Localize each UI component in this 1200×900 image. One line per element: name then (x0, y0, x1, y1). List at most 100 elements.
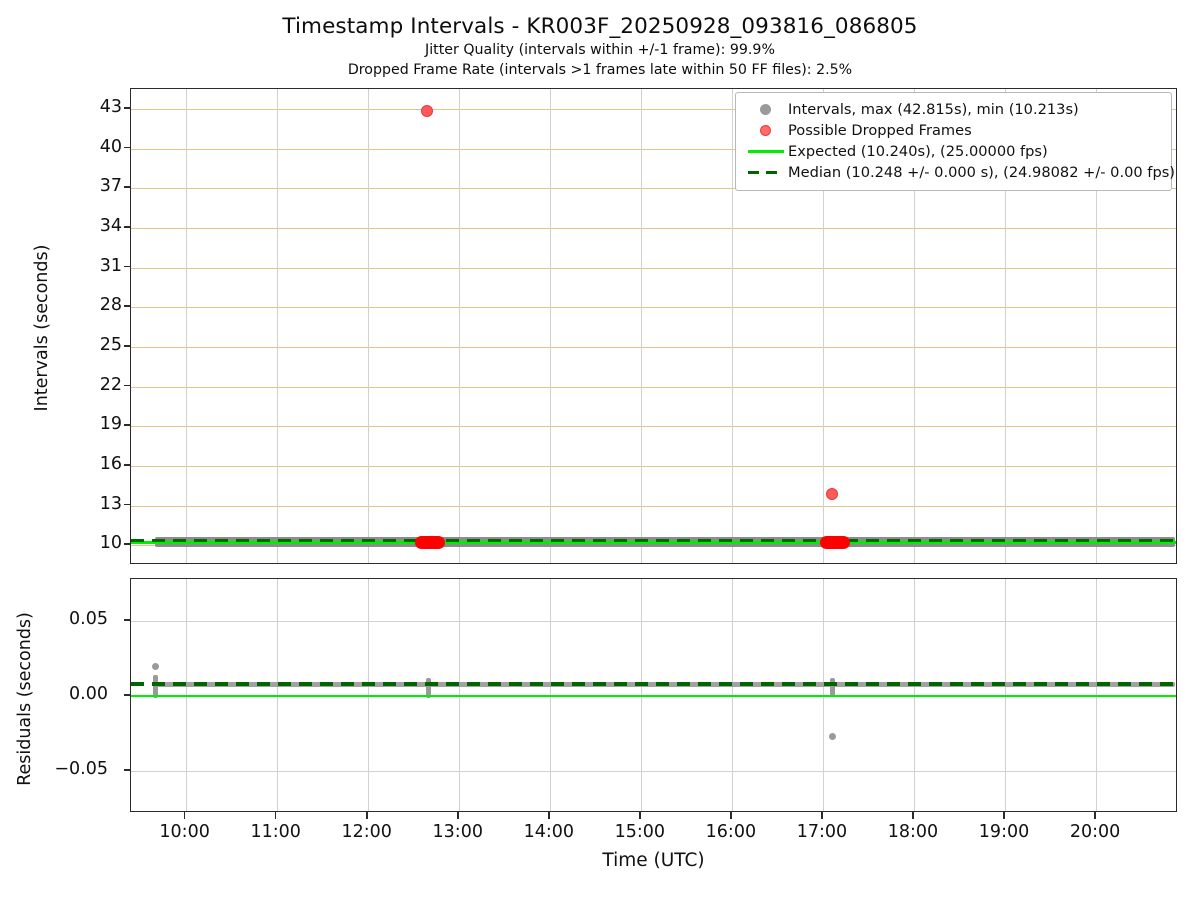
y-tick-mark (123, 305, 130, 307)
gridline-vertical (1005, 89, 1007, 563)
legend-key (744, 120, 788, 141)
expected-line (131, 694, 1176, 698)
gridline-vertical (549, 89, 552, 563)
x-tick-mark (548, 812, 550, 819)
gridline-horizontal (131, 465, 1176, 468)
y-tick-label: 43 (99, 96, 122, 117)
y-tick-label: 0.05 (69, 609, 108, 629)
gridline-vertical (640, 89, 643, 563)
y-tick-mark (123, 265, 130, 268)
gridline-horizontal (131, 307, 1176, 309)
x-tick-mark (821, 812, 823, 819)
x-tick-label: 18:00 (887, 822, 939, 842)
x-tick-mark (365, 812, 368, 819)
legend-key (744, 99, 788, 120)
x-tick-mark (730, 812, 732, 819)
legend-item: Expected (10.240s), (25.00000 fps) (744, 141, 1163, 162)
median-line (131, 682, 1176, 686)
gridline-vertical (367, 89, 369, 563)
legend-item-label: Possible Dropped Frames (788, 122, 972, 139)
gridline-vertical (185, 89, 187, 563)
y-tick-mark (123, 345, 130, 347)
y-tick-label: 19 (99, 414, 122, 435)
y-tick-label: 0.00 (69, 684, 108, 704)
legend-item: Intervals, max (42.815s), min (10.213s) (744, 99, 1163, 120)
gridline-horizontal (131, 188, 1176, 190)
gridline-horizontal (131, 621, 1176, 623)
intervals-y-axis-label: Intervals (seconds) (32, 244, 52, 412)
x-tick-mark (912, 812, 914, 819)
x-tick-mark (639, 812, 641, 819)
residuals-series-marks (131, 579, 1176, 811)
y-tick-mark (123, 769, 130, 771)
gridline-vertical (822, 89, 825, 563)
gridline-horizontal (131, 267, 1176, 269)
y-tick-label: 31 (99, 255, 122, 276)
legend-key (744, 162, 788, 183)
gridline-horizontal (131, 771, 1176, 773)
gridline-vertical (913, 89, 916, 563)
y-tick-label: 22 (99, 374, 122, 395)
y-tick-mark (123, 384, 130, 387)
x-tick-label: 14:00 (523, 822, 575, 842)
x-tick-label: 16:00 (705, 822, 757, 842)
gridline-horizontal (131, 148, 1176, 150)
y-tick-label: 16 (99, 453, 122, 474)
x-axis-label: Time (UTC) (602, 850, 705, 871)
residual-spread-column (829, 678, 835, 696)
x-tick-mark (183, 812, 186, 819)
gridline-vertical (731, 89, 734, 563)
gridline-horizontal (131, 505, 1176, 507)
gridline-vertical (458, 89, 461, 563)
x-tick-label: 19:00 (978, 822, 1030, 842)
y-tick-label: 40 (99, 136, 122, 157)
residual-spread-column (152, 675, 158, 698)
x-tick-label: 13:00 (432, 822, 483, 842)
y-tick-mark (123, 503, 130, 506)
x-tick-mark (1003, 812, 1005, 819)
title-block: Timestamp Intervals - KR003F_20250928_09… (0, 14, 1200, 80)
dropped-frame-point (420, 105, 433, 118)
y-tick-mark (123, 619, 130, 621)
y-tick-label: 37 (99, 176, 122, 197)
median-line (131, 539, 1176, 543)
y-tick-mark (123, 424, 130, 426)
x-tick-mark (274, 812, 277, 819)
y-tick-mark (123, 694, 130, 696)
y-tick-mark (123, 226, 130, 228)
x-tick-label: 11:00 (250, 822, 301, 842)
x-tick-label: 15:00 (614, 822, 666, 842)
x-tick-label: 20:00 (1069, 822, 1121, 842)
dropped-frame-point (826, 487, 839, 500)
y-tick-mark (123, 107, 130, 109)
residuals-plot-area (130, 578, 1177, 812)
legend-item: Possible Dropped Frames (744, 120, 1163, 141)
y-tick-mark (123, 543, 130, 545)
legend-item-label: Median (10.248 +/- 0.000 s), (24.98082 +… (788, 164, 1176, 181)
residuals-y-axis-label: Residuals (seconds) (15, 612, 35, 786)
y-tick-label: 28 (99, 295, 122, 316)
x-tick-label: 10:00 (159, 822, 210, 842)
dropped-frame-cluster (820, 535, 851, 549)
subtitle-dropped-frame-rate: Dropped Frame Rate (intervals >1 frames … (347, 62, 853, 78)
x-tick-label: 17:00 (796, 822, 848, 842)
y-tick-label: −0.05 (54, 759, 108, 779)
x-tick-label: 12:00 (341, 822, 392, 842)
gridline-horizontal (131, 108, 1176, 111)
residual-outlier-point (151, 663, 159, 671)
y-tick-label: 25 (99, 334, 122, 355)
expected-line-icon (748, 150, 784, 153)
subtitle-jitter-quality: Jitter Quality (intervals within +/-1 fr… (425, 42, 775, 58)
intervals-y-tick-labels: 10 13 16 19 22 25 28 31 34 37 40 43 (44, 88, 122, 564)
y-tick-label: 34 (99, 215, 122, 236)
page-title: Timestamp Intervals - KR003F_20250928_09… (282, 14, 918, 39)
legend-item-label: Intervals, max (42.815s), min (10.213s) (788, 101, 1079, 118)
median-line-icon (748, 171, 784, 174)
x-tick-mark (456, 812, 459, 819)
y-tick-mark (123, 146, 130, 149)
intervals-marker-icon (760, 104, 771, 115)
x-tick-mark (1094, 812, 1096, 819)
y-tick-mark (123, 186, 130, 188)
gridline-horizontal (131, 227, 1176, 230)
